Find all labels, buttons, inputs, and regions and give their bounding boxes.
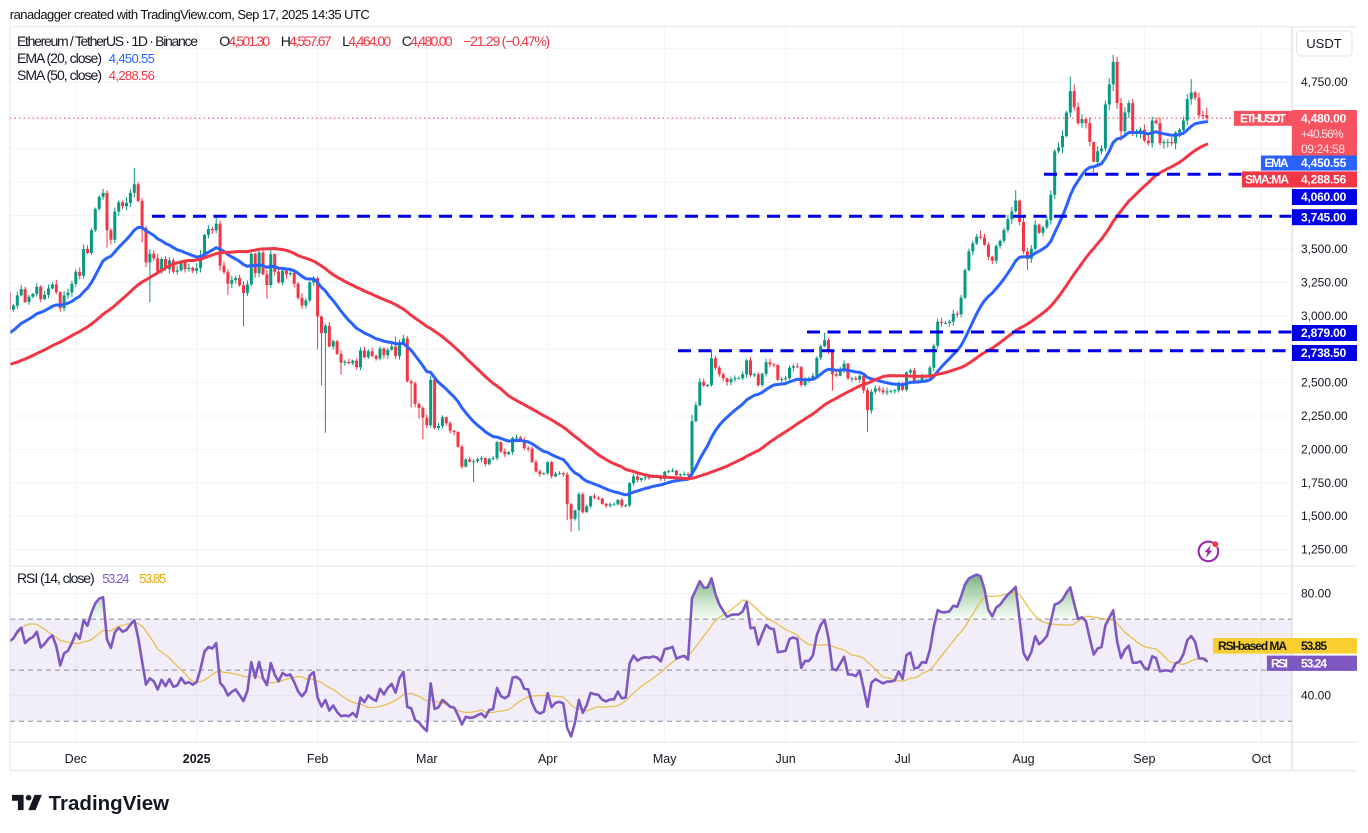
svg-text:3,745.00: 3,745.00 [1301,210,1347,224]
svg-text:40.00: 40.00 [1301,689,1331,703]
svg-text:4,288.56: 4,288.56 [1301,173,1347,187]
svg-text:53.85: 53.85 [1301,639,1327,653]
svg-text:Mar: Mar [416,752,438,766]
svg-text:Jul: Jul [895,752,911,766]
svg-text:2,879.00: 2,879.00 [1301,326,1347,340]
svg-text:4,288.56: 4,288.56 [109,68,155,83]
svg-text:Apr: Apr [538,752,557,766]
svg-text:Oct: Oct [1252,752,1272,766]
svg-text:2,500.00: 2,500.00 [1301,376,1348,390]
svg-text:80.00: 80.00 [1301,587,1331,601]
svg-text:4,060.00: 4,060.00 [1301,190,1347,204]
svg-text:Jun: Jun [776,752,796,766]
svg-text:RSI-based MA: RSI-based MA [1218,639,1287,653]
svg-text:O4,501.30: O4,501.30 [219,33,270,49]
svg-text:4,450.55: 4,450.55 [1301,156,1347,170]
svg-text:09:24:58: 09:24:58 [1301,142,1345,156]
svg-text:2,738.50: 2,738.50 [1301,346,1347,360]
svg-text:Aug: Aug [1012,752,1034,766]
svg-text:2025: 2025 [183,752,211,766]
svg-text:RSI (14, close): RSI (14, close) [17,570,95,586]
svg-text:53.24: 53.24 [102,571,129,586]
svg-text:2,000.00: 2,000.00 [1301,442,1348,456]
svg-text:4,450.55: 4,450.55 [109,51,155,66]
svg-text:3,000.00: 3,000.00 [1301,309,1348,323]
svg-text:C4,480.00: C4,480.00 [402,33,453,49]
svg-text:SMA:MA: SMA:MA [1245,173,1289,187]
svg-text:4,750.00: 4,750.00 [1301,75,1348,89]
svg-text:RSI: RSI [1271,657,1288,671]
svg-text:May: May [653,752,677,766]
svg-text:EMA (20, close): EMA (20, close) [17,50,102,66]
svg-text:53.24: 53.24 [1301,657,1327,671]
svg-text:2,250.00: 2,250.00 [1301,409,1348,423]
svg-text:Sep: Sep [1133,752,1155,766]
svg-text:3,250.00: 3,250.00 [1301,275,1348,289]
svg-text:1,750.00: 1,750.00 [1301,476,1348,490]
svg-text:USDT: USDT [1306,36,1341,51]
svg-text:SMA (50, close): SMA (50, close) [17,67,102,83]
svg-text:EMA: EMA [1265,156,1289,170]
svg-text:ETHUSDT: ETHUSDT [1240,112,1287,126]
svg-text:Ethereum / TetherUS · 1D · Bin: Ethereum / TetherUS · 1D · Binance [17,33,198,49]
svg-text:L4,464.00: L4,464.00 [342,33,391,49]
svg-text:3,500.00: 3,500.00 [1301,242,1348,256]
svg-text:ranadagger created with Tradin: ranadagger created with TradingView.com,… [10,7,370,22]
svg-text:53.85: 53.85 [139,571,166,586]
svg-text:H4,557.67: H4,557.67 [281,33,332,49]
svg-text:1,250.00: 1,250.00 [1301,543,1348,557]
svg-text:4,480.00: 4,480.00 [1301,112,1347,126]
svg-text:Feb: Feb [307,752,329,766]
svg-text:−21.29 (−0.47%): −21.29 (−0.47%) [463,33,550,49]
svg-text:Dec: Dec [65,752,87,766]
svg-text:TradingView: TradingView [49,792,170,815]
svg-text:+40.56%: +40.56% [1301,127,1344,141]
svg-text:1,500.00: 1,500.00 [1301,509,1348,523]
